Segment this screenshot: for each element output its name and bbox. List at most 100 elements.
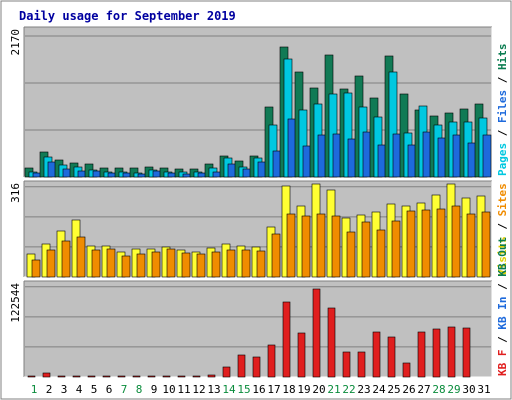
bar-kbytes-kb-f: [237, 354, 246, 378]
x-tick-label: 23: [357, 383, 370, 396]
panel-hits: 2170 Pages / Files / Hits: [9, 26, 509, 178]
bar-visits-sites: [406, 210, 416, 278]
bar-visits-sites: [241, 249, 251, 278]
bar-visits-sites: [31, 259, 41, 278]
x-tick-label: 22: [342, 383, 355, 396]
x-tick-label: 9: [151, 383, 158, 396]
bar-kbytes-kb-f: [402, 362, 411, 378]
legend-text: /: [496, 216, 509, 236]
bar-kbytes-kb-f: [117, 375, 126, 378]
bar-kbytes-kb-f: [102, 375, 111, 378]
x-tick-label: 5: [91, 383, 98, 396]
x-tick-label: 2: [46, 383, 53, 396]
x-tick-label: 13: [207, 383, 220, 396]
bar-visits-sites: [61, 240, 71, 278]
bar-visits-sites: [346, 231, 356, 278]
y-max-label: 2170: [9, 29, 22, 56]
bar-kbytes-kb-f: [447, 326, 456, 378]
x-tick-label: 3: [61, 383, 68, 396]
bar-kbytes-kb-f: [312, 288, 321, 378]
x-axis-day-labels: 1 2 3 4 5 6 7 8 9 10 11 12 13 14 15 16 17 18 19 20 21 22 23 24 2…: [31, 383, 491, 396]
chart-title: Daily usage for September 2019: [19, 9, 236, 23]
bar-visits-sites: [196, 253, 206, 278]
x-tick-label: 16: [252, 383, 265, 396]
bar-kbytes-kb-f: [192, 375, 201, 378]
bar-kbytes-kb-f: [282, 301, 291, 378]
x-tick-label: 20: [312, 383, 325, 396]
bar-visits-sites: [331, 215, 341, 278]
x-tick-label: 4: [76, 383, 83, 396]
x-tick-label: 30: [462, 383, 475, 396]
panel-legend-label: KB F / KB In / KB Out: [496, 237, 509, 376]
x-tick-label: 10: [162, 383, 175, 396]
bar-kbytes-kb-f: [27, 375, 36, 378]
x-tick-label: 11: [177, 383, 190, 396]
bar-kbytes-kb-f: [297, 332, 306, 378]
legend-text: Hits: [496, 44, 509, 71]
x-tick-label: 18: [282, 383, 295, 396]
panel-legend-label: Visits / Sites: [496, 183, 509, 276]
x-tick-label: 24: [372, 383, 386, 396]
legend-text: KB Out: [496, 237, 509, 277]
bar-kbytes-kb-f: [342, 351, 351, 378]
bar-kbytes-kb-f: [327, 307, 336, 378]
bar-visits-sites: [181, 252, 191, 278]
legend-text: Visits: [496, 236, 509, 276]
bar-kbytes-kb-f: [147, 375, 156, 378]
x-tick-label: 12: [192, 383, 205, 396]
bar-visits-sites: [121, 255, 131, 278]
bar-kbytes-kb-f: [132, 375, 141, 378]
bar-visits-sites: [91, 249, 101, 278]
x-tick-label: 28: [432, 383, 445, 396]
x-tick-label: 21: [327, 383, 340, 396]
bar-kbytes-kb-f: [87, 375, 96, 378]
x-tick-label: 6: [106, 383, 113, 396]
x-tick-label: 17: [267, 383, 280, 396]
bar-kbytes-kb-f: [42, 372, 51, 378]
x-tick-label: 14: [222, 383, 236, 396]
legend-text: /: [496, 277, 509, 297]
panel-visits: 316 Visits / Sites: [9, 180, 509, 278]
bar-kbytes-kb-f: [162, 375, 171, 378]
panel-kbytes: 122544 KB F / KB In / KB Out: [9, 237, 509, 378]
bar-visits-sites: [481, 211, 491, 278]
bar-kbytes-kb-f: [432, 328, 441, 378]
bar-visits-sites: [391, 220, 401, 278]
bar-visits-sites: [286, 213, 296, 278]
bar-hits-pages: [482, 134, 492, 178]
x-tick-label: 25: [387, 383, 400, 396]
chart-panels: 2170 Pages / Files / Hits 316 Visits / Site…: [9, 26, 509, 378]
bar-visits-sites: [136, 253, 146, 278]
x-tick-label: 7: [121, 383, 128, 396]
y-max-label: 122544: [9, 283, 22, 323]
bar-visits-sites: [211, 251, 221, 278]
bar-kbytes-kb-f: [222, 366, 231, 378]
bar-kbytes-kb-f: [72, 375, 81, 378]
bar-kbytes-kb-f: [252, 356, 261, 378]
bar-kbytes-kb-f: [462, 327, 471, 378]
bar-kbytes-kb-f: [267, 344, 276, 378]
x-tick-label: 26: [402, 383, 415, 396]
x-tick-label: 29: [447, 383, 460, 396]
bar-visits-sites: [166, 248, 176, 278]
bar-kbytes-kb-f: [372, 331, 381, 378]
bar-visits-sites: [46, 249, 56, 278]
bar-visits-sites: [271, 233, 281, 278]
bar-visits-sites: [256, 250, 266, 278]
x-tick-label: 1: [31, 383, 38, 396]
x-tick-label: 19: [297, 383, 310, 396]
bar-kbytes-kb-f: [417, 331, 426, 378]
legend-text: KB F: [496, 350, 509, 377]
bar-visits-sites: [106, 248, 116, 278]
bar-visits-sites: [151, 251, 161, 278]
legend-text: /: [496, 123, 509, 143]
legend-text: Files: [496, 90, 509, 123]
x-tick-label: 27: [417, 383, 430, 396]
bar-kbytes-kb-f: [387, 336, 396, 378]
bar-visits-sites: [421, 209, 431, 278]
legend-text: Sites: [496, 183, 509, 216]
bar-kbytes-kb-f: [177, 375, 186, 378]
bar-kbytes-kb-f: [207, 374, 216, 378]
